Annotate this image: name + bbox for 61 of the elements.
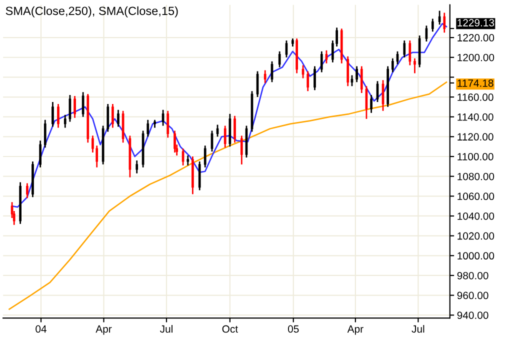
y-tick-label: 1220.00: [458, 34, 494, 42]
y-tick-label: 1160.00: [458, 94, 494, 101]
y-tick-label: 1040.00: [458, 212, 494, 220]
x-tick-label: Apr: [347, 325, 364, 335]
candlestick: [224, 125, 226, 148]
y-tick-label: 1140.00: [458, 113, 494, 121]
candlestick: [408, 40, 412, 66]
y-tick-label: 1100.00: [458, 153, 494, 160]
y-tick-label: 1120.00: [458, 133, 494, 141]
candlestick: [198, 160, 201, 191]
candlestick: [320, 50, 323, 73]
candlestick: [146, 119, 150, 138]
candlestick: [39, 140, 42, 168]
candlestick: [264, 70, 266, 84]
candlestick: [234, 115, 236, 144]
candlestick: [57, 103, 60, 128]
candlestick: [314, 66, 316, 91]
candlestick: [186, 154, 190, 166]
candlestick: [346, 56, 350, 87]
candlestick: [403, 40, 406, 58]
candlestick: [431, 18, 434, 32]
candlestick: [64, 114, 66, 128]
y-tick-label: 1174.18: [458, 79, 494, 87]
candlestick: [112, 103, 114, 128]
y-tick-label: 940.00: [457, 312, 488, 319]
x-tick-label: Oct: [222, 325, 238, 333]
candlestick: [204, 144, 206, 168]
y-tick-label: 1000.00: [458, 252, 494, 260]
candlestick: [136, 160, 138, 174]
x-tick-label: 04: [36, 325, 46, 333]
candlestick: [174, 130, 176, 154]
candlestick: [370, 94, 372, 114]
candlestick: [52, 101, 54, 128]
candlestick: [26, 182, 28, 199]
candlestick: [306, 70, 310, 92]
candlestick: [44, 119, 46, 148]
candlestick: [360, 66, 363, 94]
chart-title: SMA(Close,250), SMA(Close,15): [6, 6, 178, 18]
candlestick: [278, 50, 281, 68]
x-tick-label: Jul: [412, 325, 424, 333]
candlestick: [414, 58, 416, 74]
y-tick-label: 1080.00: [458, 172, 494, 180]
x-tick-label: Jul: [160, 325, 172, 333]
candlestick: [74, 95, 76, 119]
y-tick-label: 980.00: [457, 272, 488, 280]
candlestick: [117, 109, 120, 128]
candlestick: [356, 66, 358, 83]
y-tick-label: 1060.00: [458, 192, 494, 200]
y-tick-label: 1020.00: [458, 232, 494, 240]
y-tick-label: 1229.13: [458, 19, 494, 26]
candlestick: [240, 134, 243, 166]
candlestick: [182, 148, 184, 166]
line-series: [8, 81, 448, 310]
y-tick-label: 1200.00: [458, 54, 494, 62]
y-tick-label: 960.00: [457, 292, 488, 300]
x-tick-label: Apr: [96, 325, 112, 335]
x-tick-label: 05: [288, 325, 299, 333]
candlestick: [391, 58, 394, 73]
candlestick: [106, 103, 110, 132]
candlestick: [443, 12, 446, 34]
candlestick: [166, 110, 170, 138]
